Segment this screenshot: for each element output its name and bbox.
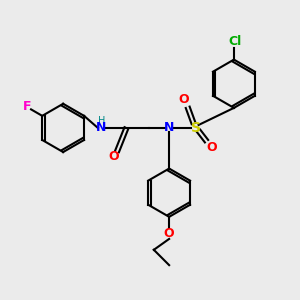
- Text: O: O: [206, 141, 217, 154]
- Text: N: N: [164, 122, 174, 134]
- Text: Cl: Cl: [229, 35, 242, 48]
- Text: F: F: [23, 100, 31, 113]
- Text: O: O: [178, 93, 189, 106]
- Text: O: O: [108, 150, 119, 163]
- Text: H: H: [98, 116, 105, 126]
- Text: O: O: [163, 227, 174, 240]
- Text: N: N: [96, 122, 106, 134]
- Text: S: S: [190, 121, 201, 135]
